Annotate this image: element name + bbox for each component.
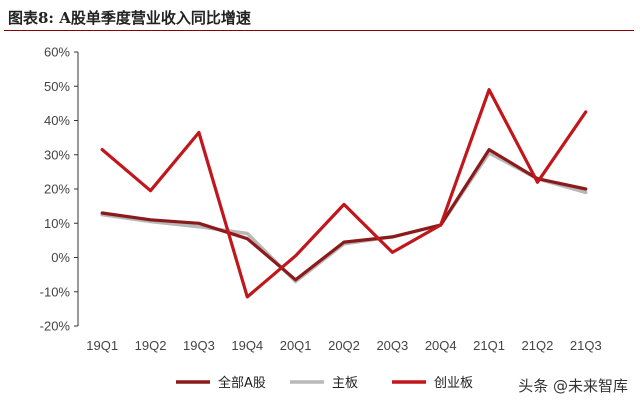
y-tick-label: 20%	[44, 182, 70, 197]
series-line-0	[100, 148, 588, 282]
chart-legend: 全部A股 主板 创业板	[176, 375, 473, 391]
watermark: 头条 @未来智库	[518, 377, 628, 395]
y-tick-label: 40%	[44, 113, 70, 128]
chart-series	[100, 88, 588, 299]
series-line-1	[100, 151, 588, 284]
y-tick-label: -20%	[40, 319, 71, 334]
x-tick-label: 21Q2	[522, 338, 554, 353]
x-tick-label: 19Q4	[231, 338, 263, 353]
x-tick-label: 20Q3	[376, 338, 408, 353]
figure-header: 图表8: A股单季度营业收入同比增速	[4, 4, 634, 31]
x-tick-label: 20Q2	[328, 338, 360, 353]
y-tick-label: 60%	[44, 45, 70, 60]
figure-label: 图表8:	[8, 9, 54, 27]
x-tick-label: 20Q4	[425, 338, 457, 353]
y-tick-label: 30%	[44, 147, 70, 162]
y-tick-label: 10%	[44, 216, 70, 231]
x-tick-label: 20Q1	[280, 338, 312, 353]
y-tick-label: -10%	[40, 284, 71, 299]
x-tick-label: 21Q3	[570, 338, 602, 353]
x-tick-label: 21Q1	[473, 338, 505, 353]
y-tick-label: 0%	[51, 250, 70, 265]
figure-title: 图表8: A股单季度营业收入同比增速	[8, 7, 251, 28]
legend-label: 全部A股	[218, 375, 266, 391]
y-tick-label: 50%	[44, 79, 70, 94]
figure-title-text: A股单季度营业收入同比增速	[59, 9, 251, 27]
legend-label: 主板	[332, 376, 358, 391]
series-line-2	[100, 88, 588, 299]
x-tick-label: 19Q3	[183, 338, 215, 353]
x-tick-label: 19Q1	[86, 338, 118, 353]
x-tick-label: 19Q2	[135, 338, 167, 353]
chart-axes: 60% 50% 40% 30% 20% 10% 0% -10% -20% 19Q1 19Q2 19Q3…	[40, 45, 602, 354]
legend-label: 创业板	[434, 376, 473, 391]
